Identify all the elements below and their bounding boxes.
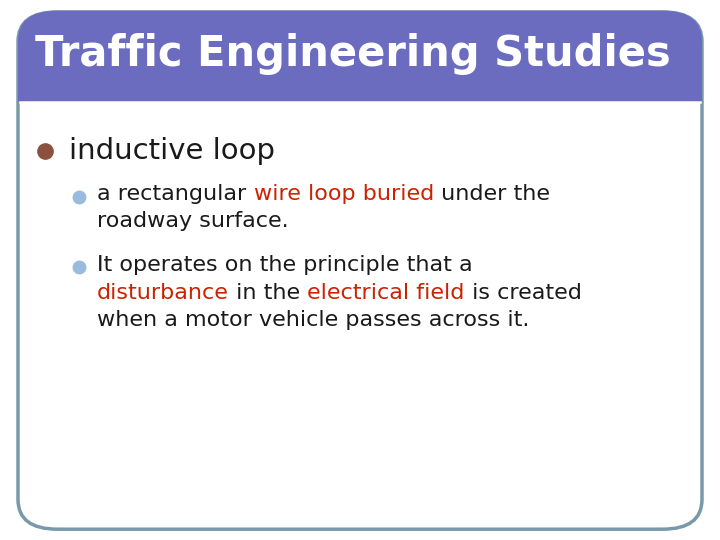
- Text: electrical field: electrical field: [307, 282, 464, 303]
- Text: in the: in the: [229, 282, 307, 303]
- Text: when a motor vehicle passes across it.: when a motor vehicle passes across it.: [97, 309, 530, 330]
- Text: inductive loop: inductive loop: [69, 137, 275, 165]
- Text: is created: is created: [464, 282, 582, 303]
- Text: a rectangular: a rectangular: [97, 184, 253, 205]
- Text: roadway surface.: roadway surface.: [97, 211, 289, 232]
- Text: Traffic Engineering Studies: Traffic Engineering Studies: [35, 33, 670, 75]
- Text: under the: under the: [434, 184, 550, 205]
- FancyBboxPatch shape: [18, 12, 702, 529]
- Bar: [18, 56, 702, 102]
- Text: disturbance: disturbance: [97, 282, 229, 303]
- Text: wire loop buried: wire loop buried: [253, 184, 434, 205]
- FancyBboxPatch shape: [18, 11, 702, 102]
- Text: It operates on the principle that a: It operates on the principle that a: [97, 254, 473, 275]
